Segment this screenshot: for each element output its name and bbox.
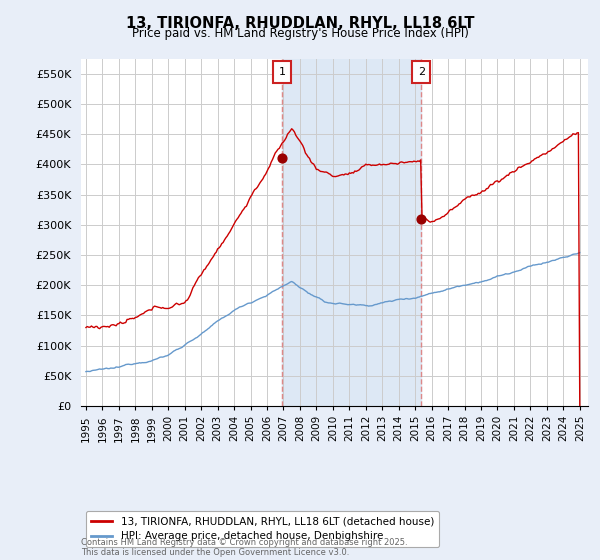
Text: Price paid vs. HM Land Registry's House Price Index (HPI): Price paid vs. HM Land Registry's House … [131, 27, 469, 40]
Legend: 13, TIRIONFA, RHUDDLAN, RHYL, LL18 6LT (detached house), HPI: Average price, det: 13, TIRIONFA, RHUDDLAN, RHYL, LL18 6LT (… [86, 511, 439, 547]
Text: 13, TIRIONFA, RHUDDLAN, RHYL, LL18 6LT: 13, TIRIONFA, RHUDDLAN, RHYL, LL18 6LT [126, 16, 474, 31]
Text: 1: 1 [278, 67, 286, 77]
Text: Contains HM Land Registry data © Crown copyright and database right 2025.
This d: Contains HM Land Registry data © Crown c… [81, 538, 407, 557]
FancyBboxPatch shape [273, 60, 291, 83]
Point [416, 214, 426, 223]
Text: 2: 2 [418, 67, 425, 77]
FancyBboxPatch shape [412, 60, 430, 83]
Bar [282, 59, 421, 406]
Point [277, 154, 287, 163]
